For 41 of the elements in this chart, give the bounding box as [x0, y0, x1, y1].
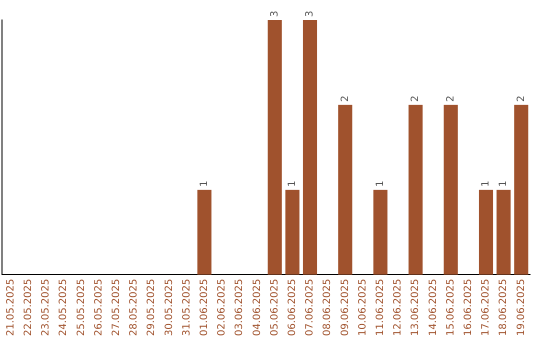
x-tick-label: 09.06.2025	[340, 278, 351, 336]
x-tick-label: 14.06.2025	[428, 278, 439, 336]
data-label: 2	[445, 96, 456, 102]
x-tick-label: 31.05.2025	[181, 278, 192, 336]
x-tick-label: 19.06.2025	[516, 278, 527, 336]
x-tick-label: 11.06.2025	[374, 278, 386, 336]
x-tick-label: 12.06.2025	[392, 278, 404, 336]
x-tick-label: 01.06.2025	[198, 278, 210, 336]
x-tick-label: 28.05.2025	[128, 278, 140, 336]
x-tick-label: 08.06.2025	[322, 278, 334, 336]
x-tick-label: 24.05.2025	[58, 278, 70, 336]
data-label: 2	[340, 96, 351, 102]
data-label: 2	[516, 96, 527, 102]
x-tick-label: 21.05.2025	[5, 278, 16, 336]
x-tick-label: 26.05.2025	[93, 278, 104, 336]
x-tick-label: 05.06.2025	[269, 278, 280, 336]
x-tick-label: 16.06.2025	[462, 278, 474, 336]
data-label: 1	[498, 180, 510, 187]
x-tick-label: 15.06.2025	[445, 278, 456, 336]
x-tick-label: 13.06.2025	[410, 278, 422, 336]
x-tick-label: 25.05.2025	[76, 278, 87, 336]
x-tick-label: 27.05.2025	[110, 278, 122, 336]
x-tick-label: 07.06.2025	[304, 278, 316, 336]
x-tick-label: 03.06.2025	[234, 278, 246, 336]
x-tick-label: 17.06.2025	[480, 278, 492, 336]
data-label: 1	[198, 180, 210, 187]
x-tick-label: 18.06.2025	[498, 278, 510, 336]
x-tick-label: 10.06.2025	[357, 278, 368, 336]
data-label: 1	[374, 180, 386, 187]
x-tick-label: 04.06.2025	[252, 278, 263, 336]
x-tick-label: 30.05.2025	[164, 278, 175, 336]
data-label: 2	[410, 96, 422, 102]
x-tick-label: 23.05.2025	[40, 278, 52, 336]
data-label: 1	[286, 180, 298, 187]
x-tick-label: 06.06.2025	[286, 278, 298, 336]
data-label: 3	[269, 10, 280, 17]
data-label: 3	[304, 10, 316, 17]
x-tick-label: 29.05.2025	[146, 278, 158, 336]
data-label: 1	[480, 180, 492, 187]
x-tick-label: 02.06.2025	[216, 278, 228, 336]
x-tick-label: 22.05.2025	[22, 278, 34, 336]
